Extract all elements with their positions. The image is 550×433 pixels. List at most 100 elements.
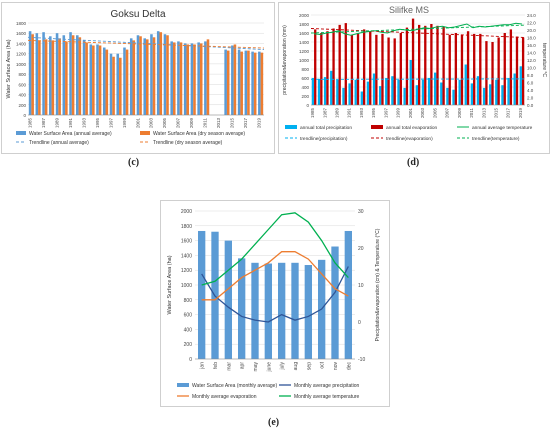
x-tick-label: apr [240, 362, 246, 370]
y-tick-label: 1200 [16, 52, 27, 57]
legend-label: Trendline (dry season average) [153, 140, 223, 146]
bar [96, 44, 99, 115]
y-tick-label: 200 [301, 94, 309, 99]
bar [446, 87, 449, 105]
x-tick-label: aug [293, 362, 299, 371]
bar [399, 33, 402, 105]
x-tick-label: 2017 [506, 108, 511, 119]
bar [479, 33, 482, 105]
legend-label: trendline(evaporation) [386, 136, 433, 142]
y-right-tick-label: 4.0 [527, 88, 534, 93]
x-tick-label: 1985 [310, 108, 315, 119]
x-tick-label: dec [346, 362, 352, 371]
bar [238, 258, 246, 359]
y-tick-label: 1200 [181, 268, 192, 274]
x-tick-label: 1997 [383, 108, 388, 119]
y-right-tick-label: 6.0 [527, 81, 534, 86]
bar [470, 83, 474, 105]
x-tick-label: 1987 [41, 118, 46, 129]
x-tick-label: 1991 [68, 118, 73, 129]
bar [55, 33, 59, 115]
bar [35, 33, 39, 115]
bar [344, 23, 347, 106]
bar [519, 66, 522, 105]
y-right-tick-label: 14.0 [527, 51, 536, 56]
bar [102, 47, 106, 115]
bar [409, 60, 412, 105]
x-tick-label: nov [333, 362, 339, 371]
series-line [201, 251, 349, 301]
bar [350, 34, 354, 105]
x-tick-label: 1989 [335, 108, 340, 119]
y-tick-label: 1000 [181, 283, 192, 289]
bar [507, 78, 510, 105]
y-tick-label: 200 [184, 342, 193, 348]
y-tick-label: 400 [301, 85, 309, 90]
bar [515, 36, 519, 105]
y-right-tick-label: 10.0 [527, 66, 536, 71]
chart-d-frame: Silifke MS 0 200 400 600 800 1000 1200 1400 1600 1… [278, 2, 550, 154]
x-tick-label: 2007 [176, 118, 181, 129]
bar [247, 50, 250, 115]
bar [427, 78, 431, 105]
y-right-tick-label: 16.0 [527, 43, 536, 48]
bar [98, 45, 102, 115]
x-tick-label: 1997 [108, 118, 113, 129]
bar [260, 52, 264, 115]
x-tick-label: 2003 [149, 118, 154, 129]
legend-label: annual total precipitation [300, 125, 352, 131]
y-right-tick-label: 0.0 [527, 103, 534, 108]
bar [385, 78, 388, 105]
x-tick-label: 2019 [518, 108, 523, 119]
y-tick-label: 1400 [299, 40, 310, 45]
bar [372, 73, 376, 105]
y-tick-label: 1800 [181, 224, 192, 230]
bar [452, 89, 455, 105]
y-tick-label: 600 [184, 313, 193, 319]
chart-c-goksu-delta: Goksu Delta 0 200 400 600 800 1000 1200 1400 1600… [6, 9, 265, 146]
legend-label: Water Surface Area (annual average) [29, 131, 112, 137]
y-tick-label: 400 [18, 93, 26, 98]
bar [331, 246, 339, 359]
y-tick-label: 800 [184, 298, 193, 304]
y-right-tick-label: 10 [358, 283, 364, 289]
y-tick-label: 1200 [299, 49, 310, 54]
bar [366, 81, 370, 105]
bar [403, 87, 406, 105]
bar [314, 29, 317, 105]
bar [424, 25, 427, 105]
bar [44, 39, 48, 115]
legend-label: Monthly average precipitation [294, 383, 360, 389]
bar [156, 31, 160, 115]
x-tick-label: 1991 [347, 108, 352, 119]
bar [152, 37, 156, 115]
bar [150, 34, 153, 115]
bar [49, 36, 52, 115]
bar [224, 49, 227, 116]
y-axis-label-left: precipitation&evaporation (mm) [282, 25, 288, 95]
bar [146, 39, 149, 115]
bar [393, 38, 396, 105]
bar [342, 87, 345, 105]
y-tick-label: 600 [301, 76, 309, 81]
bar [485, 41, 488, 105]
bar [418, 24, 421, 105]
y-tick-label: 400 [184, 327, 193, 333]
y-tick-label: 2000 [299, 13, 310, 18]
legend-swatch [177, 383, 189, 387]
bar [28, 31, 32, 115]
bar [31, 34, 34, 115]
bar [320, 33, 323, 105]
bar [71, 35, 75, 116]
x-tick-label: mar [226, 362, 232, 371]
bar [501, 85, 504, 105]
bar [436, 25, 439, 105]
y-right-tick-label: 8.0 [527, 73, 534, 78]
x-tick-label: 1985 [27, 118, 32, 129]
bar [119, 57, 122, 115]
bar [362, 29, 366, 105]
bar [304, 265, 312, 359]
bar [85, 42, 88, 115]
trendline [310, 28, 526, 38]
bar [198, 230, 206, 359]
